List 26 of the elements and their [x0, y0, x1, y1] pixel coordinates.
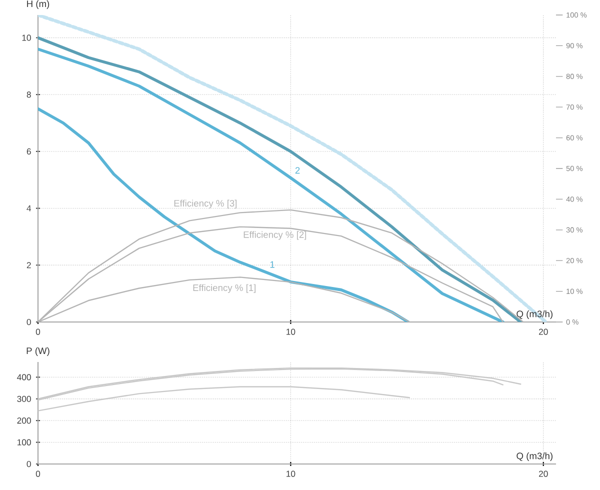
y-axis-title: P (W) — [26, 347, 50, 356]
y-tick-label: 8 — [26, 92, 31, 98]
y-tick-label: 300 — [17, 396, 31, 402]
y-tick-label: 400 — [17, 374, 31, 380]
y-tick-label: 10 — [22, 34, 31, 41]
series-label: 2 — [295, 167, 300, 174]
x-axis-title: Q (m3/h) — [516, 452, 552, 462]
x-axis-title: Q (m3/h) — [516, 310, 552, 320]
x-tick-label: 20 — [538, 328, 548, 335]
series-label: 1 — [270, 261, 274, 268]
series-label: Efficiency % [2] — [244, 231, 306, 240]
y-tick-label: 6 — [26, 148, 31, 155]
y-axis-title: H (m) — [27, 0, 50, 9]
y-tick-label: 200 — [17, 418, 31, 424]
series-label: Efficiency % [3] — [174, 200, 237, 208]
y-tick-label: 4 — [26, 205, 32, 212]
y-tick-label: 0 — [26, 318, 31, 326]
y-tick-label: 100 — [18, 439, 31, 446]
x-tick-label: 20 — [538, 470, 548, 477]
x-tick-label: 10 — [286, 470, 296, 477]
series-label: Efficiency % [1] — [193, 284, 256, 293]
x-tick-label: 0 — [36, 470, 40, 477]
x-tick-label: 10 — [286, 328, 296, 335]
y-tick-label: 0 — [26, 460, 31, 468]
y-tick-label: 2 — [26, 262, 31, 268]
x-tick-label: 0 — [36, 328, 40, 335]
